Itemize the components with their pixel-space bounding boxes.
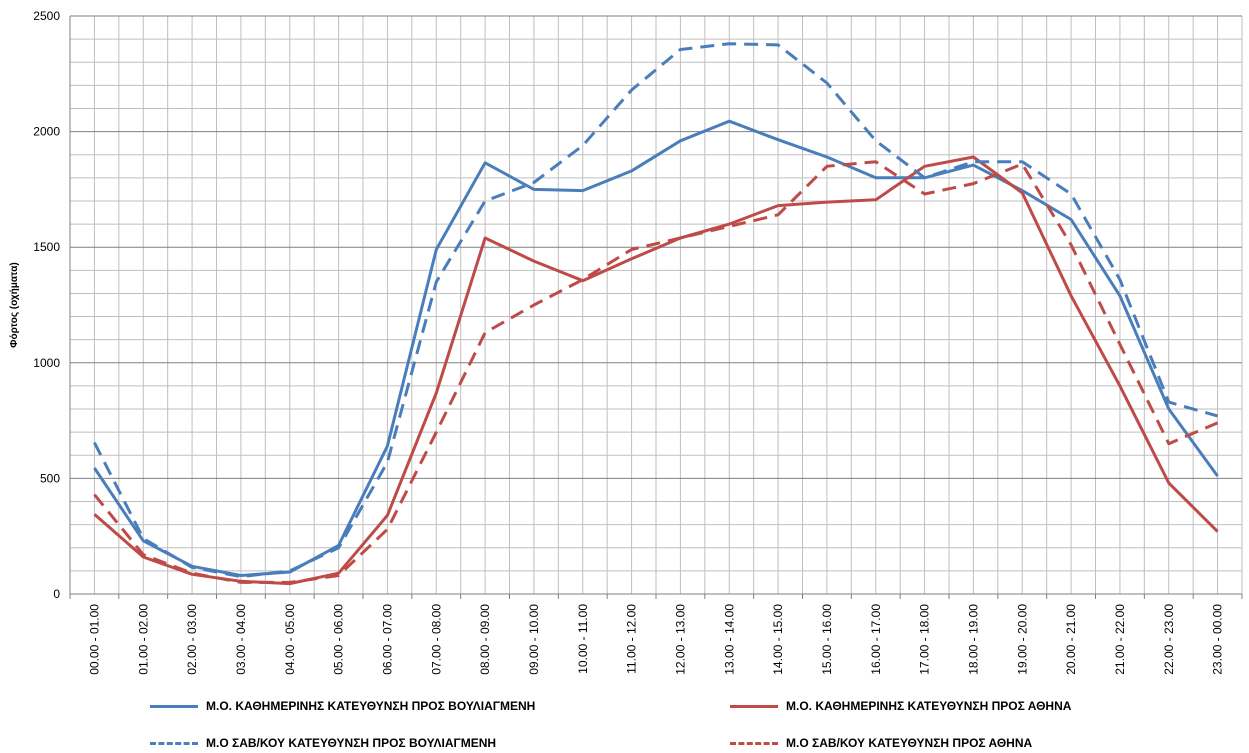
y-tick-label: 2000 xyxy=(33,125,60,139)
y-tick-label: 1000 xyxy=(33,356,60,370)
series-line-3 xyxy=(93,160,1219,584)
x-tick-label: 09.00 - 10.00 xyxy=(527,604,541,675)
x-tick-label: 02.00 - 03.00 xyxy=(185,604,199,675)
x-tick-label: 05.00 - 06.00 xyxy=(332,604,346,675)
x-tick-label: 06.00 - 07.00 xyxy=(380,604,394,675)
x-tick-label: 15.00 - 16.00 xyxy=(820,604,834,675)
x-tick-label: 08.00 - 09.00 xyxy=(478,604,492,675)
x-tick-label: 10.00 - 11.00 xyxy=(576,604,590,674)
chart-grid xyxy=(69,15,1243,594)
series-line-2 xyxy=(93,42,1219,579)
y-tick-label: 0 xyxy=(53,587,60,601)
y-tick-label: 1500 xyxy=(33,240,60,254)
y-tick-label: 2500 xyxy=(33,9,60,23)
x-tick-label: 03.00 - 04.00 xyxy=(234,604,248,675)
x-tick-label: 21.00 - 22.00 xyxy=(1113,604,1127,675)
x-tick-label: 01.00 - 02.00 xyxy=(136,604,150,675)
x-tick-label: 22.00 - 23.00 xyxy=(1162,604,1176,675)
x-tick-label: 07.00 - 08.00 xyxy=(429,604,443,675)
y-axis-label: Φόρτος (οχήματα) xyxy=(9,262,20,347)
x-tick-label: 19.00 - 20.00 xyxy=(1015,604,1029,675)
x-tick-label: 17.00 - 18.00 xyxy=(918,604,932,675)
x-tick-label: 12.00 - 13.00 xyxy=(673,604,687,675)
x-tick-label: 20.00 - 21.00 xyxy=(1064,604,1078,675)
x-tick-labels: 00.00 - 01.00 01.00 - 02.00 02.00 - 03.00 0… xyxy=(87,604,1224,675)
y-tick-label: 500 xyxy=(40,471,60,485)
x-tick-label: 16.00 - 17.00 xyxy=(869,604,883,675)
x-tick-label: 00.00 - 01.00 xyxy=(87,604,101,675)
x-tick-label: 13.00 - 14.00 xyxy=(722,604,736,675)
chart-axes xyxy=(69,16,1243,599)
series-lines xyxy=(93,42,1219,586)
x-tick-label: 23.00 - 00.00 xyxy=(1211,604,1225,675)
y-tick-labels: 0 500 1000 1500 2000 2500 xyxy=(33,9,60,601)
x-tick-label: 18.00 - 19.00 xyxy=(966,604,980,675)
x-tick-label: 04.00 - 05.00 xyxy=(283,604,297,675)
x-tick-label: 14.00 - 15.00 xyxy=(771,604,785,675)
x-tick-label: 11.00 - 12.00 xyxy=(625,604,639,674)
